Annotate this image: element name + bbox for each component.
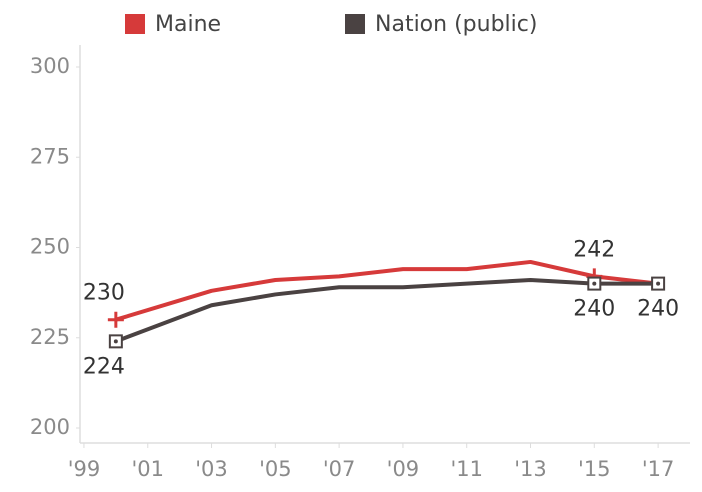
legend-label: Maine xyxy=(155,12,221,37)
data-label: 240 xyxy=(637,297,679,322)
x-tick-label: '03 xyxy=(195,457,228,481)
legend-label: Nation (public) xyxy=(375,12,537,37)
point-dot xyxy=(113,339,118,344)
x-tick-label: '09 xyxy=(387,457,420,481)
x-tick-label: '01 xyxy=(131,457,164,481)
data-label: 230 xyxy=(83,281,125,306)
x-tick-label: '15 xyxy=(578,457,611,481)
y-tick-label: 200 xyxy=(30,415,70,439)
data-label: 224 xyxy=(83,354,125,379)
point-dot xyxy=(656,281,661,286)
legend-swatch xyxy=(345,14,365,34)
series-line xyxy=(115,277,659,344)
y-tick-label: 300 xyxy=(30,54,70,78)
x-tick-label: '11 xyxy=(450,457,483,481)
data-label: 240 xyxy=(573,297,615,322)
x-tick-label: '05 xyxy=(259,457,292,481)
x-tick-label: '13 xyxy=(514,457,547,481)
legend-swatch xyxy=(125,14,145,34)
series-line xyxy=(115,259,659,322)
data-label: 242 xyxy=(573,237,615,262)
point-marker xyxy=(107,311,124,328)
y-tick-label: 225 xyxy=(30,325,70,349)
point-dot xyxy=(592,281,597,286)
x-tick-label: '07 xyxy=(323,457,356,481)
x-tick-label: '17 xyxy=(642,457,675,481)
y-tick-label: 250 xyxy=(30,235,70,259)
y-tick-label: 275 xyxy=(30,144,70,168)
x-tick-label: '99 xyxy=(68,457,101,481)
